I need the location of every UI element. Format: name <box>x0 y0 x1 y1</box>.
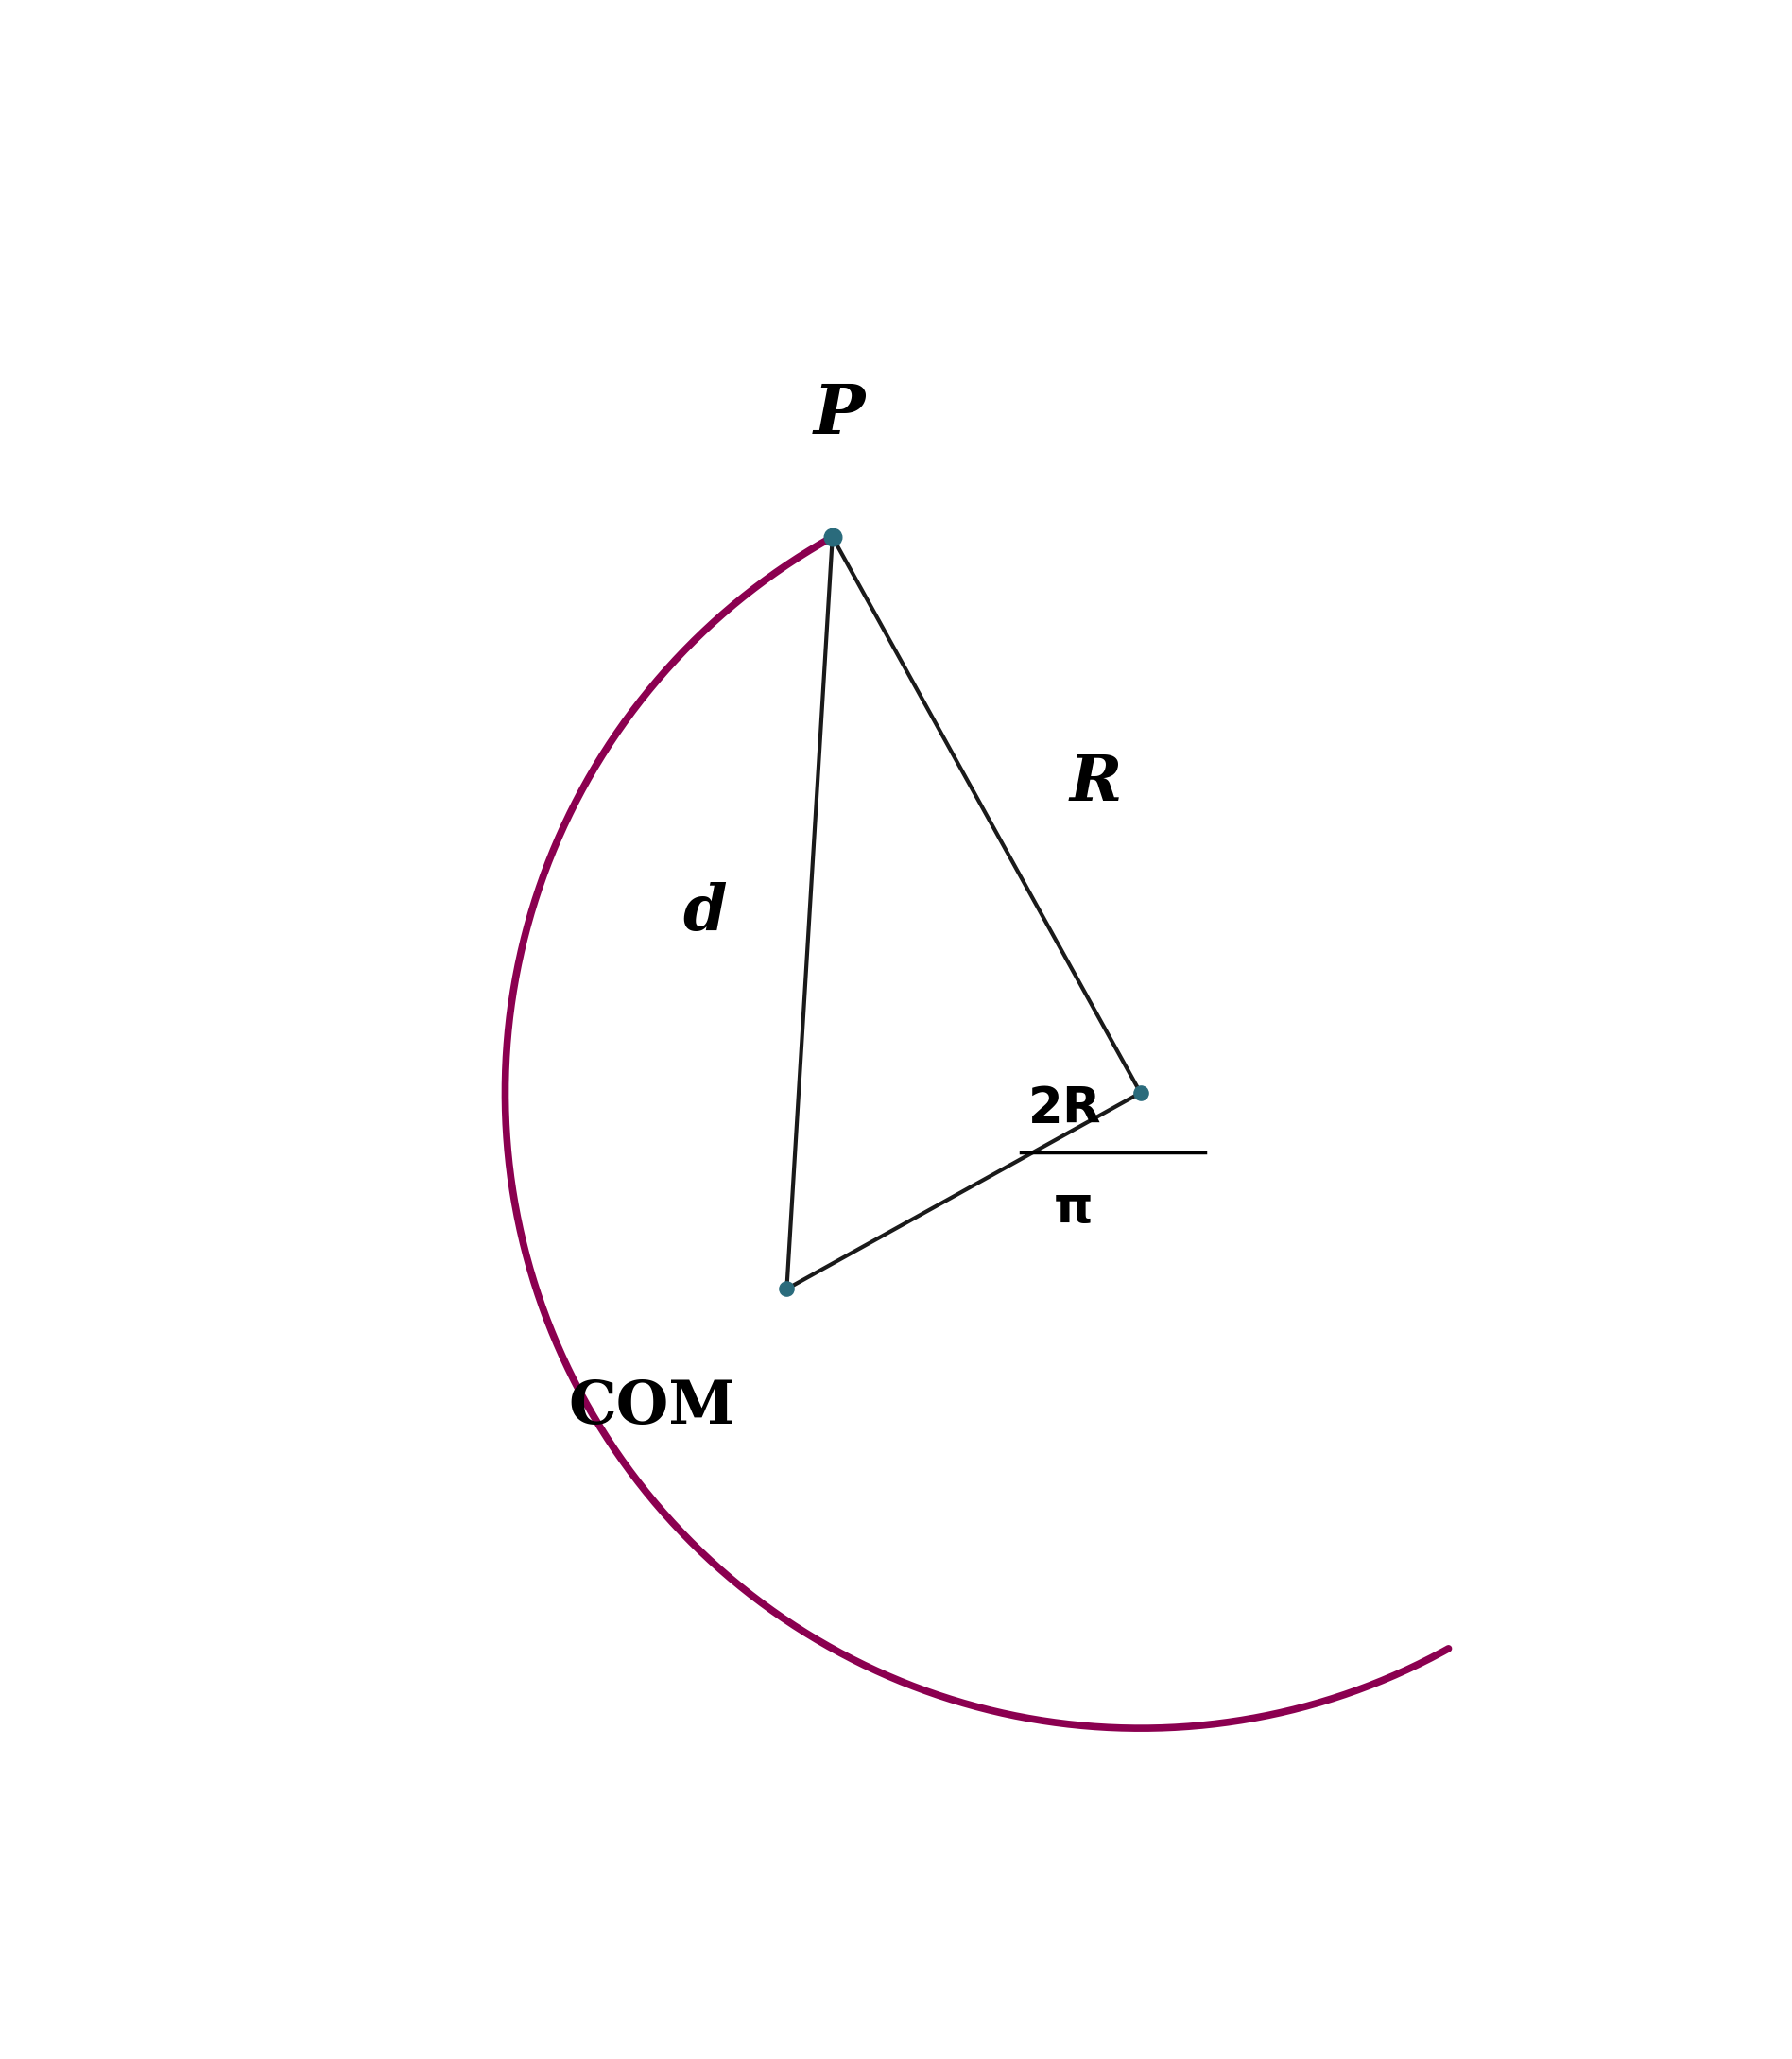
Point <box>772 1272 801 1305</box>
Text: d: d <box>683 881 728 943</box>
Text: R: R <box>1070 752 1122 813</box>
Text: P: P <box>814 381 864 449</box>
Point <box>819 521 848 554</box>
Text: $\mathbf{\pi}$: $\mathbf{\pi}$ <box>1052 1184 1091 1233</box>
Text: $\mathbf{2R}$: $\mathbf{2R}$ <box>1027 1085 1100 1135</box>
Text: COM: COM <box>568 1377 737 1435</box>
Point <box>1125 1077 1154 1110</box>
